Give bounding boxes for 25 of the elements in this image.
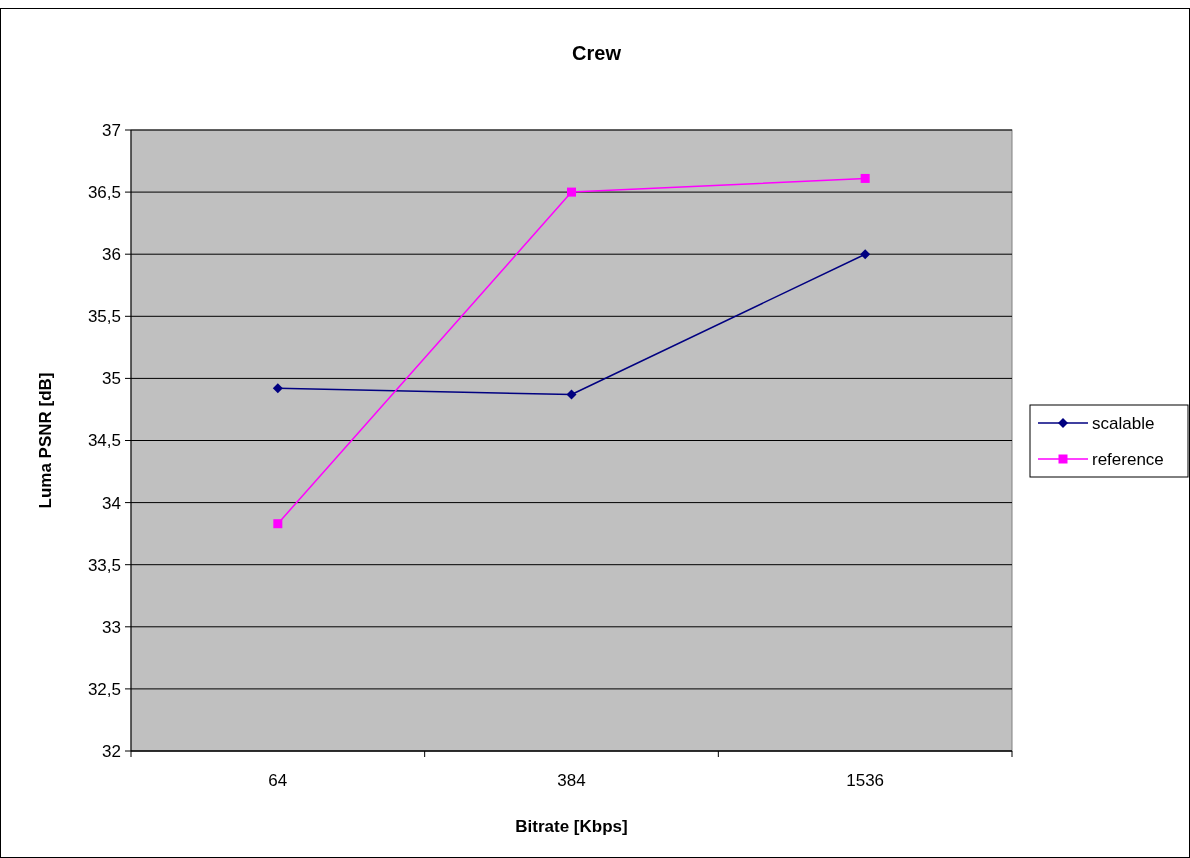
y-tick-label: 37 — [102, 120, 121, 140]
x-axis-title: Bitrate [Kbps] — [515, 817, 628, 836]
y-tick-label: 32,5 — [87, 679, 121, 699]
point — [860, 173, 870, 183]
y-tick-label: 33 — [102, 617, 121, 637]
y-tick-label: 36 — [102, 245, 121, 265]
y-tick-label: 35 — [102, 369, 121, 389]
point — [566, 389, 577, 400]
y-tick-label: 35,5 — [87, 307, 121, 327]
y-tick-label: 33,5 — [87, 555, 121, 575]
chart-title: Crew — [572, 42, 622, 64]
y-tick-label: 32 — [102, 741, 121, 761]
y-tick-label: 34 — [102, 493, 121, 513]
legend-label: scalable — [1092, 413, 1155, 433]
y-tick-label: 36,5 — [87, 183, 121, 203]
point — [567, 187, 576, 197]
x-tick-label: 64 — [268, 771, 288, 790]
point — [860, 249, 871, 260]
y-tick-label: 34,5 — [87, 431, 121, 451]
y-axis-title: Luma PSNR [dB] — [36, 372, 55, 509]
x-tick-label: 1536 — [846, 771, 885, 790]
x-tick-label: 384 — [557, 771, 586, 790]
legend-label: reference — [1092, 449, 1164, 469]
point — [273, 519, 283, 529]
point — [272, 383, 283, 394]
